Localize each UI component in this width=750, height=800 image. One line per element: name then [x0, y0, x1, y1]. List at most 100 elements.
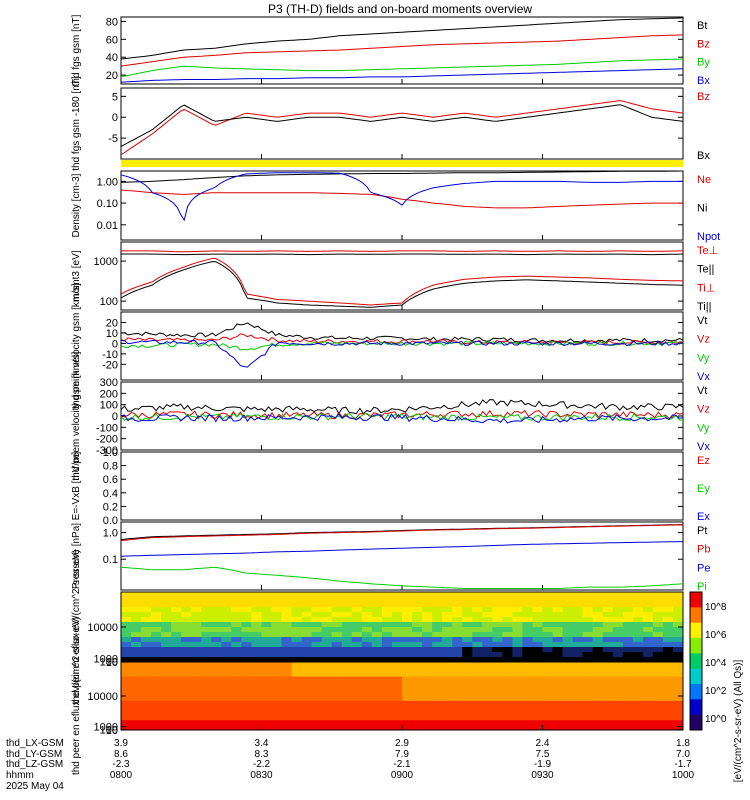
spectrogram-cell	[381, 662, 393, 668]
spectrogram-cell	[622, 725, 634, 731]
spectrogram-cell	[151, 700, 162, 707]
spectrogram-cell	[221, 617, 232, 623]
series-line-Bx	[120, 104, 684, 147]
spectrogram-cell	[462, 676, 473, 682]
spectrogram-cell	[301, 671, 313, 678]
spectrogram-cell	[251, 710, 262, 716]
spectrogram-cell	[512, 715, 523, 721]
spectrogram-cell	[321, 597, 333, 603]
spectrogram-cell	[341, 696, 353, 702]
spectrogram-cell	[261, 681, 273, 687]
spectrogram-cell	[151, 686, 162, 692]
series-line-Te⊥	[121, 250, 683, 253]
spectrogram-cell	[171, 647, 182, 653]
spectrogram-cell	[321, 681, 333, 687]
spectrogram-cell	[442, 725, 453, 731]
spectrogram-cell	[191, 657, 202, 663]
spectrogram-cell	[482, 657, 493, 663]
spectrogram-cell	[572, 691, 584, 697]
spectrogram-cell	[271, 642, 283, 648]
spectrogram-cell	[361, 715, 373, 721]
spectrogram-cell	[371, 725, 383, 731]
spectrogram-cell	[422, 715, 433, 721]
spectrogram-cell	[331, 647, 343, 653]
spectrogram-cell	[412, 681, 423, 687]
spectrogram-cell	[351, 671, 363, 678]
y-tick-label: 0.1	[103, 554, 118, 566]
spectrogram-cell	[241, 592, 252, 598]
spectrogram-cell	[542, 691, 554, 697]
spectrogram-cell	[171, 642, 182, 648]
spectrogram-cell	[432, 662, 443, 668]
legend-label: Ti⊥	[697, 282, 715, 294]
spectrogram-cell	[381, 715, 393, 721]
spectrogram-cell	[181, 637, 192, 643]
spectrogram-cell	[211, 652, 222, 658]
time-tick-lz: -1.9	[534, 759, 552, 770]
spectrogram-cell	[402, 705, 413, 712]
spectrogram-cell	[191, 597, 202, 603]
spectrogram-cell	[532, 627, 543, 633]
spectrogram-cell	[241, 657, 252, 663]
spectrogram-cell	[462, 617, 473, 623]
spectrogram-cell	[161, 710, 172, 716]
spectrogram-cell	[161, 662, 172, 668]
spectrogram-cell	[472, 715, 483, 721]
spectrogram-cell	[512, 642, 523, 648]
spectrogram-cell	[281, 612, 293, 618]
spectrogram-cell	[552, 715, 564, 721]
spectrogram-cell	[191, 627, 202, 633]
spectrogram-cell	[151, 607, 162, 613]
spectrogram-cell	[251, 657, 262, 663]
spectrogram-cell	[572, 696, 584, 702]
spectrogram-cell	[422, 622, 433, 628]
spectrogram-cell	[201, 622, 212, 628]
y-tick-label: -20	[102, 359, 118, 371]
spectrogram-cell	[291, 715, 303, 721]
y-tick-label: 0.8	[103, 461, 118, 473]
spectrogram-cell	[131, 671, 142, 678]
spectrogram-cell	[612, 622, 624, 628]
spectrogram-cell	[191, 607, 202, 613]
spectrogram-cell	[632, 662, 644, 668]
spectrogram-cell	[171, 592, 182, 598]
spectrogram-cell	[361, 647, 373, 653]
spectrogram-cell	[291, 607, 303, 613]
spectrogram-cell	[181, 627, 192, 633]
spectrogram-cell	[602, 602, 614, 608]
spectrogram-cell	[502, 652, 513, 658]
spectrogram-cell	[572, 627, 584, 633]
spectrogram-cell	[131, 617, 142, 623]
spectrogram-cell	[652, 691, 664, 697]
spectrogram-cell	[522, 617, 533, 623]
spectrogram-cell	[151, 657, 162, 663]
spectrogram-cell	[402, 642, 413, 648]
spectrogram-cell	[171, 652, 182, 658]
spectrogram-cell	[412, 607, 423, 613]
spectrogram-cell	[191, 592, 202, 598]
spectrogram-cell	[321, 637, 333, 643]
legend-label: Te⊥	[697, 245, 718, 257]
spectrogram-cell	[281, 592, 293, 598]
spectrogram-cell	[482, 642, 493, 648]
spectrogram-cell	[331, 676, 343, 682]
spectrogram-cell	[211, 607, 222, 613]
spectrogram-cell	[211, 627, 222, 633]
spectrogram-cell	[512, 612, 523, 618]
y-tick-label: 10	[106, 725, 118, 737]
spectrogram-cell	[381, 671, 393, 678]
spectrogram-cell	[361, 676, 373, 682]
spectrogram-cell	[602, 725, 614, 731]
spectrogram-cell	[221, 715, 232, 721]
spectrogram-cell	[291, 637, 303, 643]
spectrogram-cell	[632, 627, 644, 633]
spectrogram-cell	[452, 602, 463, 608]
time-tick-hhmm: 0800	[110, 770, 133, 781]
spectrogram-cell	[171, 612, 182, 618]
spectrogram-cell	[321, 647, 333, 653]
spectrogram-cell	[151, 681, 162, 687]
spectrogram-cell	[331, 710, 343, 716]
spectrogram-cell	[652, 627, 664, 633]
spectrogram-cell	[482, 715, 493, 721]
